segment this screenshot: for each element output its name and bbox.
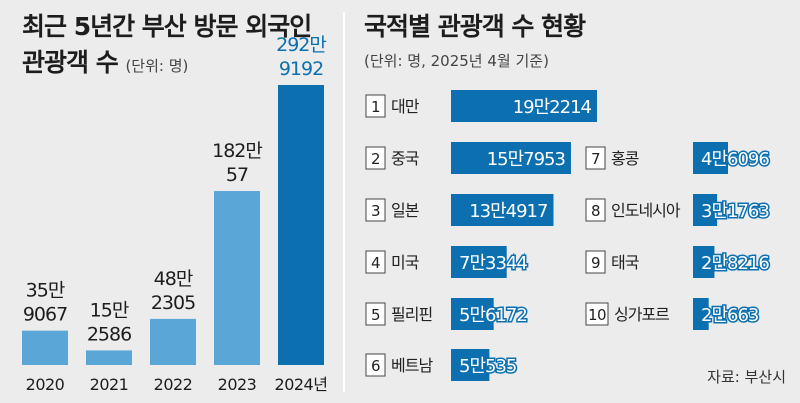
- rank-box: [585, 250, 606, 274]
- rank-box: [365, 353, 386, 377]
- rank-box: [585, 198, 606, 222]
- country-row-8: 8 인도네시아 3만1763: [585, 194, 772, 226]
- rank-number: 3: [371, 202, 380, 220]
- year-value-label-line1: 48만: [154, 268, 193, 290]
- rank-number: 8: [591, 202, 600, 220]
- rank-box: [585, 302, 609, 326]
- rank-number: 6: [371, 357, 380, 375]
- country-bar: [693, 246, 715, 278]
- left-panel: 최근 5년간 부산 방문 외국인 관광객 수 (단위: 명) 35만 9067 20…: [0, 0, 342, 403]
- country-name: 태국: [611, 253, 639, 272]
- country-name: 홍콩: [611, 149, 639, 168]
- panel-divider: [343, 12, 345, 392]
- rank-box: [365, 94, 386, 118]
- year-value-label-line2: 2586: [87, 323, 131, 345]
- year-value-label-line2: 9192: [279, 58, 323, 80]
- year-bar-2023: [214, 191, 260, 365]
- year-bar-2021: [86, 350, 132, 365]
- left-title-text: 관광객 수: [22, 48, 119, 77]
- rank-box: [585, 146, 606, 170]
- left-title-line2: 관광객 수 (단위: 명): [22, 46, 188, 83]
- country-bar-chart: 1 대만 19만2214 2 중국 15만7953 3 일본 13만4917 4 미국 7만3344 5…: [365, 90, 772, 381]
- rank-number: 10: [588, 306, 606, 324]
- right-unit: (단위: 명, 2025년 4월 기준): [364, 52, 549, 70]
- country-row-4: 4 미국 7만3344: [365, 246, 530, 278]
- country-name: 중국: [391, 149, 419, 168]
- country-row-1: 1 대만 19만2214: [365, 90, 597, 122]
- rank-number: 5: [371, 306, 380, 324]
- country-row-2: 2 중국 15만7953: [365, 142, 571, 174]
- country-value-label: 7만3344: [459, 253, 527, 274]
- country-value-label: 5만535: [459, 356, 516, 377]
- left-unit: (단위: 명): [125, 57, 189, 75]
- country-value-label: 15만7953: [487, 149, 566, 170]
- year-axis-label: 2023: [218, 375, 257, 394]
- left-title-line1: 최근 5년간 부산 방문 외국인: [22, 12, 312, 41]
- country-bar: [693, 142, 729, 174]
- country-bar: [451, 90, 597, 122]
- country-value-label: 3만1763: [701, 201, 769, 222]
- country-row-9: 9 태국 2만8216: [585, 246, 772, 278]
- country-bar: [693, 298, 709, 330]
- country-name: 싱가포르: [614, 305, 669, 324]
- year-value-label-line2: 57: [226, 164, 248, 186]
- country-name: 필리핀: [391, 305, 432, 324]
- year-axis-label: 2024년: [275, 375, 328, 394]
- country-row-5: 5 필리핀 5만6172: [365, 298, 529, 330]
- rank-number: 7: [591, 150, 600, 168]
- year-bar-2024년: [278, 85, 324, 365]
- right-title: 국적별 관광객 수 현황: [364, 12, 586, 41]
- country-name: 대만: [391, 97, 420, 116]
- country-row-7: 7 홍콩 4만6096: [585, 142, 772, 174]
- country-bar: [451, 298, 494, 330]
- rank-number: 9: [591, 254, 600, 272]
- country-value-label: 5만6172: [459, 305, 527, 326]
- year-value-label-line1: 292만: [276, 34, 326, 56]
- country-row-3: 3 일본 13만4917: [365, 194, 554, 226]
- country-bar: [693, 194, 718, 226]
- country-value-label: 13만4917: [469, 201, 547, 222]
- country-value-label: 2만8216: [701, 253, 769, 274]
- country-row-6: 6 베트남 5만535: [365, 349, 519, 381]
- source-note: 자료: 부산시: [707, 368, 786, 386]
- country-name: 인도네시아: [611, 201, 681, 220]
- rank-box: [365, 198, 386, 222]
- rank-number: 4: [371, 254, 380, 272]
- rank-box: [365, 250, 386, 274]
- year-value-label-line1: 15만: [90, 299, 129, 321]
- year-axis-label: 2020: [26, 375, 65, 394]
- country-bar: [451, 142, 571, 174]
- country-name: 미국: [391, 253, 419, 272]
- country-value-label: 2만663: [701, 305, 759, 326]
- country-bar: [451, 246, 507, 278]
- country-value-label: 4만6096: [701, 149, 769, 170]
- country-bar: [451, 194, 554, 226]
- year-value-label-line2: 2305: [151, 292, 195, 314]
- rank-box: [365, 302, 386, 326]
- year-value-label-line2: 9067: [23, 304, 67, 326]
- right-panel: 국적별 관광객 수 현황 (단위: 명, 2025년 4월 기준) 1 대만 19만…: [346, 0, 800, 403]
- country-bar: [451, 349, 490, 381]
- rank-number: 1: [371, 98, 380, 116]
- year-value-label-line1: 35만: [26, 280, 65, 302]
- year-bar-2022: [150, 318, 196, 365]
- year-axis-label: 2022: [154, 375, 193, 394]
- rank-box: [365, 146, 386, 170]
- year-axis-label: 2021: [90, 375, 129, 394]
- country-row-10: 10 싱가포르 2만663: [585, 298, 761, 330]
- rank-number: 2: [371, 150, 380, 168]
- country-name: 베트남: [391, 356, 433, 375]
- year-value-label-line1: 182만: [212, 140, 262, 162]
- country-value-label: 19만2214: [513, 97, 592, 118]
- year-bar-2020: [22, 330, 68, 365]
- country-name: 일본: [391, 201, 419, 220]
